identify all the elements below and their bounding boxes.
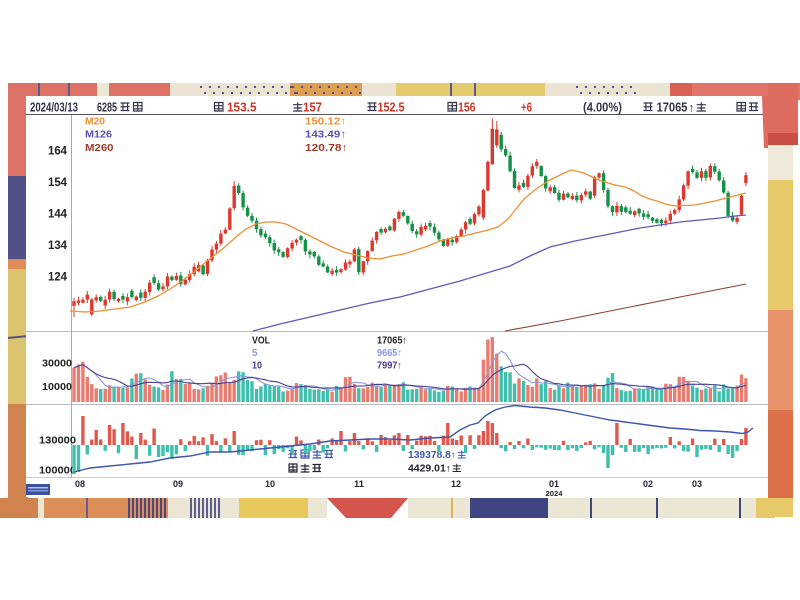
- svg-text:164: 164: [48, 145, 68, 157]
- svg-text:130000: 130000: [39, 436, 76, 447]
- svg-text:9665↑: 9665↑: [377, 348, 402, 359]
- svg-text:139378.8↑: 139378.8↑: [408, 450, 456, 461]
- svg-text:M260: M260: [85, 142, 114, 154]
- svg-text:(4.00%): (4.00%): [583, 101, 622, 115]
- svg-text:4429.01↑: 4429.01↑: [408, 464, 451, 475]
- svg-text:2024/03/13: 2024/03/13: [30, 101, 78, 115]
- svg-text:157: 157: [303, 101, 322, 115]
- svg-text:↑: ↑: [689, 101, 695, 115]
- svg-text:153.5: 153.5: [227, 101, 257, 115]
- svg-text:10000: 10000: [42, 382, 72, 393]
- svg-text:03: 03: [692, 479, 702, 489]
- svg-text:10: 10: [252, 361, 262, 372]
- svg-text:100000: 100000: [39, 466, 76, 477]
- svg-text:152.5: 152.5: [378, 101, 405, 115]
- svg-text:154: 154: [48, 177, 68, 189]
- svg-text:01: 01: [549, 479, 559, 489]
- svg-text:6285: 6285: [97, 101, 117, 115]
- svg-text:+6: +6: [521, 101, 532, 115]
- svg-text:12: 12: [451, 479, 461, 489]
- svg-text:08: 08: [75, 479, 85, 489]
- svg-text:124: 124: [48, 271, 68, 283]
- svg-text:17065: 17065: [657, 101, 688, 115]
- svg-text:144: 144: [48, 208, 68, 220]
- svg-text:02: 02: [643, 479, 653, 489]
- svg-text:134: 134: [48, 240, 68, 252]
- svg-text:10: 10: [265, 479, 275, 489]
- svg-text:5: 5: [252, 348, 258, 359]
- svg-text:11: 11: [354, 479, 364, 489]
- svg-text:30000: 30000: [42, 359, 72, 370]
- svg-text:143.49↑: 143.49↑: [305, 129, 346, 141]
- svg-text:2024: 2024: [546, 489, 564, 498]
- svg-text:150.12↑: 150.12↑: [305, 116, 346, 128]
- svg-text:17065↑: 17065↑: [377, 336, 407, 347]
- svg-text:M126: M126: [85, 129, 112, 141]
- svg-text:M20: M20: [85, 116, 105, 128]
- svg-text:VOL: VOL: [252, 336, 270, 347]
- svg-text:7997↑: 7997↑: [377, 361, 402, 372]
- svg-text:09: 09: [173, 479, 183, 489]
- svg-text:156: 156: [458, 101, 476, 115]
- svg-text:120.78↑: 120.78↑: [305, 142, 348, 154]
